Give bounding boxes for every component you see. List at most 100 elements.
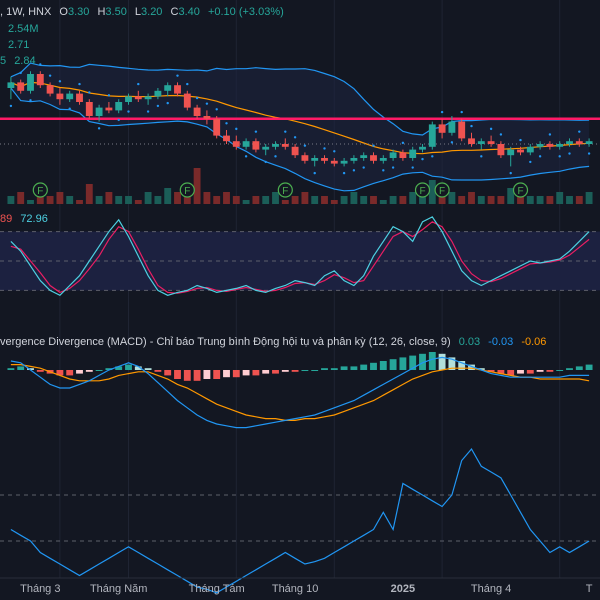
volume-bar (546, 196, 554, 204)
indicator2-value: 2.71 (8, 39, 30, 51)
dividend-marker-label: F (282, 186, 288, 197)
macd-histogram-bar (311, 370, 319, 371)
candle-body (115, 102, 123, 111)
volume-bar (566, 196, 573, 204)
sar-dot (333, 150, 336, 153)
macd-histogram-bar (536, 370, 544, 372)
candle-body (566, 141, 573, 144)
volume-bar (203, 192, 211, 204)
sar-dot (323, 147, 326, 150)
volume-bar (27, 200, 34, 204)
macd-histogram-bar (144, 368, 152, 370)
sar-dot (372, 144, 375, 147)
candle-body (428, 124, 436, 147)
candle-body (291, 146, 299, 156)
candle-body (487, 141, 495, 144)
rsi-legend: 89 72.96 (0, 213, 53, 225)
macd-histogram-bar (379, 361, 387, 370)
sar-dot (146, 110, 150, 113)
candle-body (144, 96, 152, 100)
sar-dot (117, 118, 120, 122)
candle-body (360, 155, 368, 158)
sar-dot (29, 99, 32, 102)
dividend-marker-label: F (517, 186, 523, 197)
sar-dot (58, 80, 62, 83)
sar-dot (431, 155, 434, 158)
candle-body (399, 152, 407, 158)
macd-histogram-bar (330, 368, 338, 370)
macd-histogram-bar (389, 359, 397, 370)
indicator3-legend: 5 2.84 (0, 55, 41, 67)
volume-bar (56, 192, 64, 204)
macd-histogram-bar (477, 368, 485, 370)
volume-bar (330, 200, 338, 204)
x-axis-tick-label: Tháng Tám (189, 583, 245, 595)
candle-body (556, 144, 564, 147)
volume-bar (301, 192, 309, 204)
macd-histogram-bar (95, 370, 103, 371)
macd-histogram-bar (370, 362, 377, 370)
candle-body (164, 85, 172, 91)
volume-bar (174, 192, 181, 204)
bollinger-lower-line (10, 87, 590, 192)
candle-body (389, 152, 397, 158)
macd-histogram-bar (134, 366, 142, 370)
sar-dot (107, 94, 111, 97)
candle-body (134, 96, 142, 100)
candle-body (477, 141, 485, 144)
macd-line (10, 356, 590, 429)
rsi-pane (0, 216, 600, 297)
macd-histogram-bar (340, 366, 348, 370)
macd-histogram-bar (350, 366, 358, 370)
candle-body (242, 141, 250, 147)
volume-bar (7, 196, 15, 204)
volume-bar (252, 196, 260, 204)
volume-bar (419, 196, 426, 204)
volume-legend: 2.54M (8, 23, 44, 35)
sar-dot (440, 110, 444, 114)
x-axis-tick-label: Tháng 4 (471, 583, 511, 595)
candle-body (262, 146, 270, 150)
volume-bar (232, 196, 240, 204)
sar-dot (470, 124, 473, 128)
sar-dot (97, 127, 101, 130)
sar-dot (186, 82, 189, 86)
macd-histogram-bar (183, 370, 191, 381)
macd-histogram-bar (115, 366, 123, 370)
candle-body (7, 82, 15, 88)
candle-body (546, 144, 554, 147)
candle-body (252, 141, 260, 150)
sar-dot (254, 130, 258, 133)
macd-histogram-bar (468, 364, 475, 370)
volume-bar (76, 200, 83, 204)
sar-dot (558, 155, 561, 158)
macd-pane (7, 352, 593, 429)
candle-body (350, 158, 358, 161)
dividend-marker-label: F (37, 186, 43, 197)
macd-signal-line (10, 364, 590, 421)
sar-dot (176, 74, 179, 77)
dividend-marker-label: F (184, 186, 190, 197)
dividend-marker (277, 182, 293, 198)
sar-dot (489, 127, 493, 131)
candle-body (409, 149, 417, 158)
sar-dot (48, 74, 52, 77)
sar-dot (137, 82, 140, 86)
volume-bar (360, 196, 368, 204)
sar-dot (568, 152, 571, 155)
dividend-marker (32, 182, 48, 198)
macd-value: -0.03 (488, 336, 514, 348)
candle-body (85, 102, 93, 116)
macd-histogram-bar (301, 370, 309, 371)
macd-histogram-bar (291, 370, 299, 372)
volume-bar (193, 168, 201, 204)
indicator3-prefix: 5 (0, 55, 7, 67)
sar-dot (450, 141, 454, 144)
sar-dot (303, 144, 307, 147)
sar-dot (391, 166, 395, 169)
macd-histogram-bar (566, 368, 573, 370)
volume-bar (105, 192, 113, 204)
volume-bar (164, 188, 172, 204)
